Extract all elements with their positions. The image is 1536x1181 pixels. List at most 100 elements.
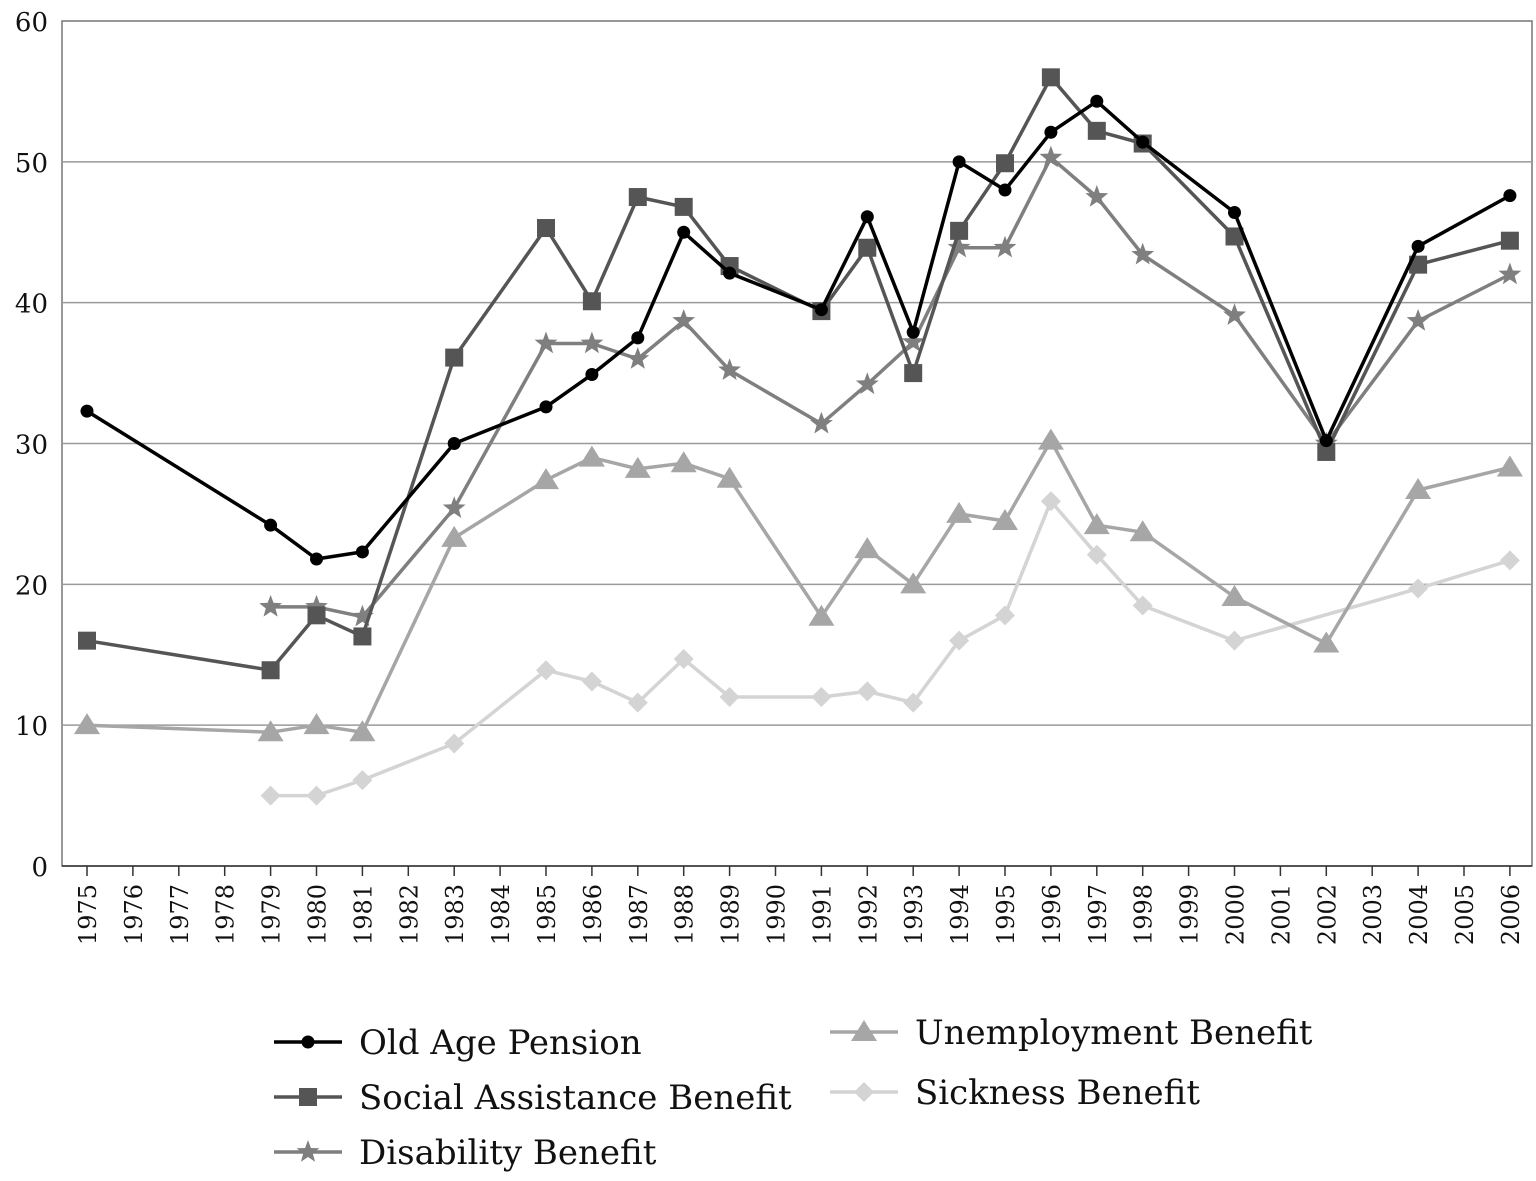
data-point-social-assistance-benefit	[353, 627, 372, 646]
y-tick-label: 50	[15, 149, 48, 179]
series-line-disability-benefit	[270, 155, 1511, 619]
x-tick-label: 1979	[258, 884, 286, 945]
data-point-unemployment-benefit	[624, 456, 651, 478]
data-point-disability-benefit	[442, 496, 466, 518]
data-point-social-assistance-benefit	[307, 606, 326, 625]
data-point-sickness-benefit	[444, 733, 465, 754]
data-point-sickness-benefit	[903, 692, 924, 713]
series-sickness-benefit	[260, 491, 1520, 806]
data-point-unemployment-benefit	[533, 468, 559, 490]
data-point-sickness-benefit	[719, 687, 740, 707]
data-point-unemployment-benefit	[854, 537, 881, 559]
data-point-old-age-pension	[447, 437, 461, 450]
legend-item-sickness-benefit: Sickness Benefit	[830, 1073, 1200, 1113]
data-point-disability-benefit	[901, 330, 925, 352]
data-point-old-age-pension	[723, 266, 737, 280]
data-point-social-assistance-benefit	[904, 364, 923, 383]
x-tick-label: 1976	[120, 884, 148, 945]
data-point-sickness-benefit	[581, 671, 602, 692]
legend-label: Unemployment Benefit	[915, 1013, 1313, 1053]
data-point-disability-benefit	[993, 235, 1017, 258]
x-tick-label: 2005	[1451, 884, 1479, 945]
data-point-social-assistance-benefit	[1317, 442, 1336, 461]
legend-label: Sickness Benefit	[915, 1073, 1200, 1113]
y-tick-label: 40	[15, 290, 48, 320]
data-point-unemployment-benefit	[349, 720, 376, 742]
data-point-social-assistance-benefit	[996, 154, 1014, 173]
data-point-old-age-pension	[998, 183, 1012, 197]
data-point-old-age-pension	[1136, 135, 1150, 149]
x-tick-label: 1981	[349, 884, 377, 945]
series-line-sickness-benefit	[270, 499, 1511, 798]
x-tick-label: 1993	[900, 884, 928, 945]
series-social-assistance-benefit	[78, 68, 1519, 680]
data-point-social-assistance-benefit	[445, 348, 464, 367]
x-tick-label: 1992	[854, 884, 882, 945]
data-point-unemployment-benefit	[578, 445, 605, 467]
x-tick-label: 1984	[487, 884, 515, 945]
x-tick-label: 2002	[1313, 884, 1341, 945]
data-point-unemployment-benefit	[1496, 455, 1523, 477]
y-tick-label: 20	[15, 571, 48, 601]
data-point-old-age-pension	[860, 210, 874, 224]
data-point-old-age-pension	[310, 552, 323, 566]
data-point-old-age-pension	[814, 303, 828, 317]
x-tick-label: 1983	[441, 884, 469, 945]
legend-swatch-marker	[854, 1082, 874, 1102]
legend-item-unemployment-benefit: Unemployment Benefit	[830, 1013, 1313, 1053]
x-tick-label: 2006	[1497, 884, 1525, 945]
y-tick-label: 30	[15, 431, 48, 461]
series-old-age-pension	[80, 94, 1517, 566]
data-point-old-age-pension	[677, 225, 691, 239]
data-point-social-assistance-benefit	[858, 238, 877, 257]
data-point-social-assistance-benefit	[1087, 121, 1106, 140]
data-point-social-assistance-benefit	[628, 188, 647, 207]
data-point-disability-benefit	[305, 594, 328, 617]
series-line-old-age-pension	[86, 99, 1511, 561]
legend-item-social-assistance-benefit: Social Assistance Benefit	[274, 1078, 792, 1118]
x-tick-label: 1988	[671, 884, 699, 945]
data-point-sickness-benefit	[1040, 491, 1061, 512]
x-tick-label: 1994	[946, 884, 974, 945]
data-point-old-age-pension	[80, 404, 94, 418]
data-point-social-assistance-benefit	[674, 197, 693, 216]
data-point-old-age-pension	[355, 545, 369, 559]
data-point-sickness-benefit	[627, 692, 648, 713]
x-tick-label: 1998	[1130, 884, 1158, 945]
data-point-disability-benefit	[580, 331, 604, 354]
data-point-unemployment-benefit	[74, 713, 100, 735]
series-line-unemployment-benefit	[86, 438, 1511, 734]
legend-item-disability-benefit: Disability Benefit	[274, 1133, 657, 1173]
x-tick-label: 1985	[533, 884, 561, 945]
data-point-old-age-pension	[1228, 206, 1241, 220]
data-point-disability-benefit	[1223, 303, 1246, 325]
data-point-sickness-benefit	[949, 630, 970, 651]
data-point-disability-benefit	[1039, 145, 1063, 168]
data-point-disability-benefit	[947, 235, 971, 258]
x-tick-label: 1980	[304, 884, 332, 945]
data-point-old-age-pension	[1090, 94, 1104, 108]
data-point-disability-benefit	[855, 372, 879, 395]
data-point-unemployment-benefit	[992, 508, 1018, 530]
legend-item-old-age-pension: Old Age Pension	[274, 1023, 642, 1063]
data-point-unemployment-benefit	[441, 525, 468, 547]
legend-label: Disability Benefit	[359, 1133, 657, 1173]
data-point-social-assistance-benefit	[1409, 255, 1428, 274]
data-point-unemployment-benefit	[1037, 428, 1064, 450]
legend-swatch-marker	[851, 1020, 877, 1041]
data-point-old-age-pension	[1503, 189, 1517, 203]
x-tick-label: 1996	[1038, 884, 1066, 945]
data-point-old-age-pension	[585, 367, 599, 381]
data-point-disability-benefit	[534, 331, 558, 354]
data-point-sickness-benefit	[306, 785, 327, 806]
data-point-sickness-benefit	[1408, 578, 1429, 599]
data-point-social-assistance-benefit	[1041, 68, 1060, 87]
data-point-unemployment-benefit	[716, 466, 743, 488]
x-tick-label: 1975	[74, 884, 102, 945]
data-point-old-age-pension	[906, 325, 920, 339]
data-point-unemployment-benefit	[1313, 631, 1340, 653]
x-tick-label: 2001	[1267, 884, 1295, 945]
x-tick-label: 1997	[1084, 884, 1112, 945]
